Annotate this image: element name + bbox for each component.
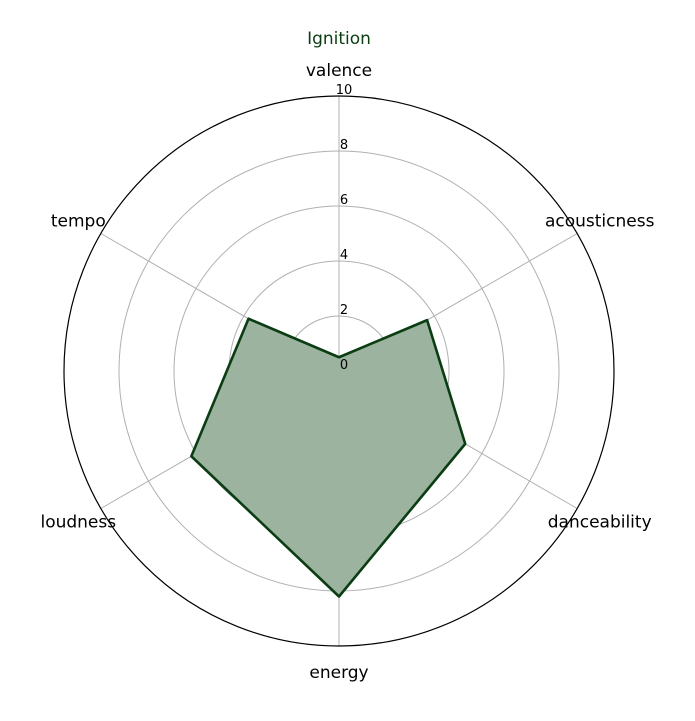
axis-label-danceability: danceability: [548, 513, 652, 533]
axis-label-valence: valence: [306, 61, 372, 81]
r-tick-label: 2: [340, 303, 348, 318]
series-fill-0: [191, 318, 466, 597]
axis-label-loudness: loudness: [40, 513, 116, 533]
series-layer: [63, 95, 615, 647]
r-tick-label: 4: [340, 248, 348, 263]
outer-frame-circle: [63, 95, 615, 647]
chart-title: Ignition: [307, 29, 371, 49]
r-tick-label: 10: [336, 83, 353, 98]
r-tick-label: 8: [340, 138, 348, 153]
r-tick-label: 6: [340, 193, 348, 208]
axis-label-tempo: tempo: [51, 212, 106, 232]
axis-labels-layer: valence acousticness danceability energy lou…: [40, 61, 654, 683]
axis-label-energy: energy: [309, 663, 368, 683]
series-line-0: [190, 317, 467, 598]
r-tick-label: 0: [340, 358, 348, 373]
tick-labels-layer: 0 2 4 6 8 10: [336, 83, 353, 373]
axis-label-acousticness: acousticness: [545, 212, 655, 232]
